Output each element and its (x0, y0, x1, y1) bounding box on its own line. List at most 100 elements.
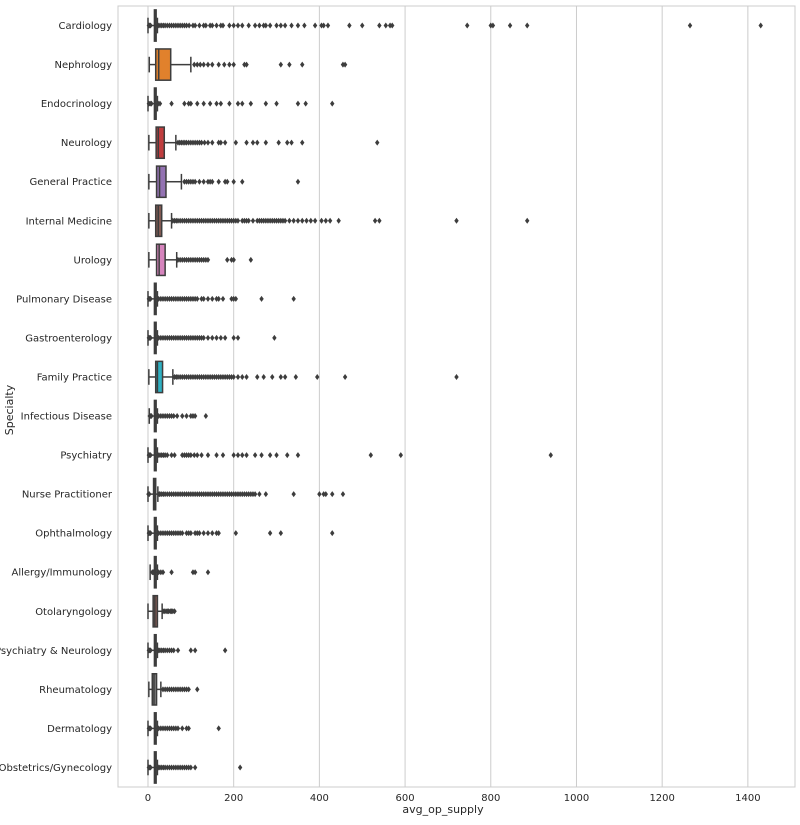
outlier-point (285, 452, 290, 459)
outlier-point (235, 217, 241, 224)
outlier-point (195, 686, 200, 693)
outlier-point (222, 334, 228, 341)
outlier-point (465, 22, 470, 29)
outlier-point (252, 22, 258, 29)
outlier-point (198, 61, 203, 68)
outlier-point (231, 178, 236, 185)
outlier-point (216, 725, 221, 732)
box-group (146, 477, 346, 511)
outlier-point (295, 100, 301, 107)
outlier-point (295, 217, 301, 224)
outlier-point (203, 413, 209, 420)
outlier-point (282, 217, 288, 224)
outlier-point (148, 452, 153, 459)
box (155, 126, 166, 160)
x-tick-label: 200 (224, 793, 243, 804)
y-tick-label: Psychiatry & Neurology (0, 646, 112, 657)
outlier-point (454, 373, 459, 380)
outlier-point (192, 647, 198, 654)
outlier-point (188, 452, 194, 459)
outlier-point (312, 22, 318, 29)
outlier-point (216, 530, 221, 537)
outlier-point (304, 217, 309, 224)
outlier-point (199, 139, 204, 146)
box-group (149, 555, 211, 589)
outlier-point (246, 217, 251, 224)
outlier-point (214, 334, 219, 341)
plot-frame (117, 5, 796, 788)
outlier-point (192, 413, 198, 420)
outlier-point (291, 217, 296, 224)
outlier-point (216, 295, 221, 302)
outlier-point (507, 22, 513, 29)
y-tick-label: Neurology (61, 138, 112, 149)
outlier-point (205, 256, 211, 263)
y-tick-label: Pulmonary Disease (16, 294, 112, 305)
outlier-point (244, 452, 249, 459)
outlier-point (186, 22, 192, 29)
outlier-point (248, 256, 254, 263)
outlier-point (235, 22, 241, 29)
outlier-point (263, 100, 269, 107)
outlier-point (240, 22, 245, 29)
outlier-point (259, 295, 264, 302)
outlier-point (325, 22, 331, 29)
outlier-point (199, 452, 204, 459)
outlier-point (244, 373, 249, 380)
outlier-point (454, 217, 459, 224)
outlier-point (272, 334, 277, 341)
outlier-point (214, 452, 219, 459)
outlier-point (220, 452, 226, 459)
outlier-point (237, 764, 243, 771)
outlier-point (201, 61, 206, 68)
box-group (146, 438, 553, 472)
outlier-point (548, 452, 553, 459)
outlier-point (157, 100, 163, 107)
outlier-point (205, 61, 211, 68)
y-tick-labels: Cardiology Nephrology Endocrinology Neurolo… (0, 21, 113, 774)
outlier-point (323, 217, 329, 224)
outlier-point (180, 725, 185, 732)
x-tick-label: 1000 (564, 793, 589, 804)
outlier-point (312, 217, 318, 224)
outlier-point (220, 22, 226, 29)
outlier-point (210, 61, 215, 68)
box-group (148, 204, 530, 238)
outlier-point (261, 373, 266, 380)
outlier-point (295, 452, 301, 459)
outlier-point (160, 569, 166, 576)
y-tick-label: Urology (74, 255, 113, 266)
box-group (148, 673, 200, 706)
outlier-point (218, 139, 224, 146)
outlier-point (303, 100, 308, 107)
outlier-point (287, 61, 292, 68)
outlier-point (235, 452, 241, 459)
outlier-point (390, 22, 395, 29)
outlier-point (317, 491, 322, 498)
outlier-point (216, 61, 221, 68)
outlier-point (231, 256, 236, 263)
outlier-point (201, 530, 206, 537)
outlier-point (235, 334, 241, 341)
outlier-point (214, 100, 219, 107)
outlier-point (151, 569, 157, 576)
outlier-point (214, 22, 219, 29)
outlier-point (148, 334, 153, 341)
outlier-point (372, 217, 378, 224)
outlier-point (257, 491, 262, 498)
outlier-point (225, 178, 230, 185)
outlier-point (210, 295, 215, 302)
y-tick-label: Gastroenterology (25, 333, 112, 344)
outlier-point (222, 139, 228, 146)
box-group (148, 48, 348, 81)
outlier-point (222, 647, 228, 654)
outlier-point (342, 373, 348, 380)
outlier-point (188, 530, 194, 537)
outlier-point (210, 178, 215, 185)
y-tick-label: Infectious Disease (21, 412, 112, 423)
y-tick-label: Allergy/Immunology (11, 568, 112, 579)
outlier-point (340, 491, 346, 498)
outlier-point (188, 647, 194, 654)
